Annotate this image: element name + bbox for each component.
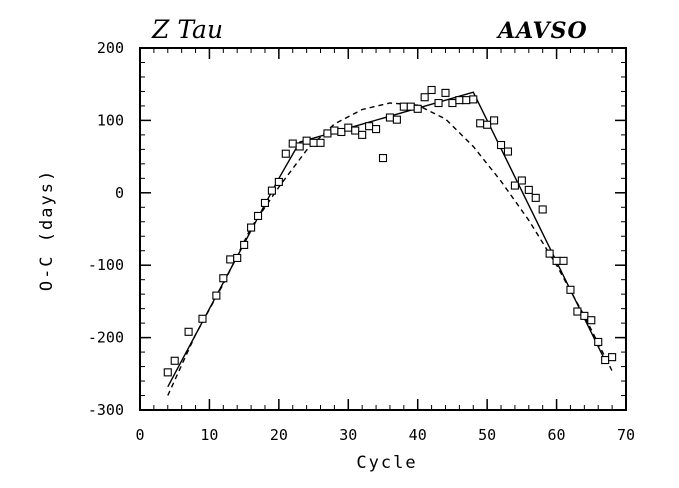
data-point (406, 102, 415, 111)
data-point (483, 120, 492, 129)
y-tick-label: -100 (88, 256, 124, 274)
plot-area: 0 10 20 30 40 50 60 70 -300 -200 -100 0 100 200 (88, 39, 635, 444)
data-point (281, 149, 290, 158)
data-point (170, 356, 179, 365)
data-point (441, 88, 450, 97)
data-point (538, 205, 547, 214)
data-point (233, 253, 242, 263)
data-point (524, 185, 533, 194)
data-point (510, 181, 519, 190)
data-point (399, 102, 408, 111)
linear-fit-line (167, 91, 606, 388)
data-point (434, 98, 443, 108)
plot-frame (139, 47, 627, 411)
x-tick-label: 40 (409, 426, 427, 444)
y-tick-label: 100 (97, 111, 124, 129)
data-point (365, 122, 374, 131)
parabolic-fit-line (167, 102, 613, 396)
data-point (462, 96, 471, 105)
data-point (302, 136, 311, 145)
data-point (566, 285, 575, 294)
data-point (517, 176, 526, 185)
data-point (316, 138, 325, 147)
data-point (219, 274, 228, 283)
data-point (358, 130, 367, 139)
data-point (545, 249, 554, 258)
x-axis-label: Cycle (356, 453, 417, 473)
data-point (212, 291, 221, 300)
y-axis-label: O-C (days) (37, 169, 57, 291)
data-point (330, 126, 339, 135)
x-tick-label: 10 (200, 426, 218, 444)
data-point (587, 316, 596, 325)
source-title: AAVSO (496, 18, 588, 44)
star-name-title: Z Tau (151, 15, 223, 44)
data-point (309, 138, 318, 147)
x-tick-label: 60 (548, 426, 566, 444)
y-tick-label: 0 (115, 184, 124, 202)
data-point (226, 255, 235, 264)
x-tick-label: 50 (478, 426, 496, 444)
data-point (337, 127, 346, 137)
data-point (503, 147, 513, 156)
data-point (455, 96, 464, 105)
data-point (580, 311, 589, 320)
data-point (552, 256, 561, 265)
data-point (608, 353, 617, 362)
x-tick-label: 70 (617, 426, 635, 444)
data-point (448, 98, 457, 108)
data-point (378, 153, 388, 163)
data-point (496, 140, 506, 150)
x-tick-label: 0 (135, 426, 144, 444)
data-point (240, 240, 249, 249)
data-point (490, 116, 499, 125)
data-point (163, 368, 172, 377)
data-point (184, 327, 193, 336)
data-point (323, 129, 332, 138)
data-point (420, 93, 429, 102)
data-point (385, 113, 394, 122)
data-point (531, 193, 540, 202)
data-point (427, 85, 436, 95)
data-point (469, 95, 478, 104)
data-point (247, 223, 256, 232)
x-tick-label: 30 (339, 426, 357, 444)
data-point (344, 123, 353, 132)
data-point (274, 177, 283, 186)
data-point (594, 337, 603, 346)
data-point (267, 186, 276, 195)
y-tick-label: 200 (97, 39, 124, 57)
data-point (253, 211, 263, 221)
data-point (392, 115, 401, 124)
y-tick-label: -200 (88, 329, 124, 347)
data-point (476, 119, 485, 128)
data-point (573, 307, 582, 316)
data-point (260, 198, 270, 207)
data-point (288, 139, 297, 148)
x-tick-label: 20 (270, 426, 288, 444)
data-point (295, 142, 304, 151)
data-point (372, 125, 381, 134)
data-point (198, 314, 207, 323)
data-point (559, 256, 568, 265)
data-point (351, 126, 360, 135)
data-point (413, 104, 422, 113)
y-tick-label: -300 (88, 401, 124, 419)
data-point (601, 355, 610, 365)
